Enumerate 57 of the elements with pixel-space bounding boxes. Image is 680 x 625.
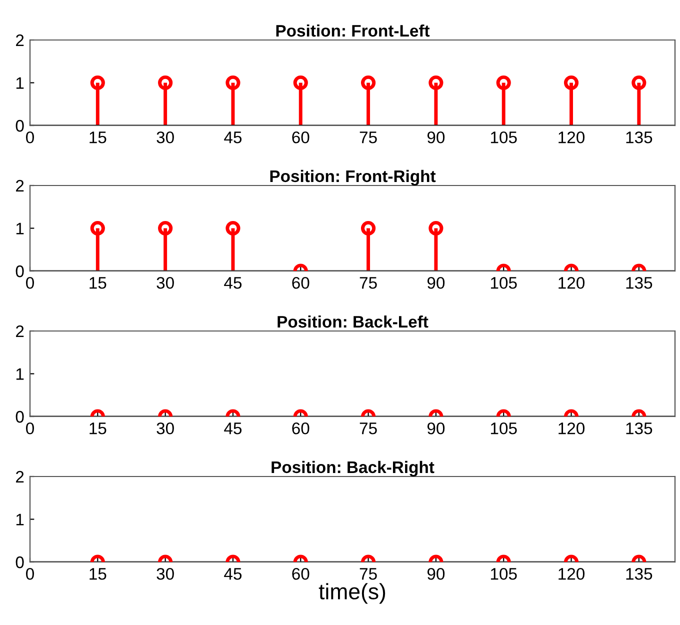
- x-tick-label: 45: [224, 132, 242, 144]
- y-tick-label: 1: [16, 514, 24, 526]
- x-tick-label: 0: [26, 568, 34, 580]
- x-tick-label: 120: [558, 131, 585, 144]
- x-tick-label: 135: [626, 276, 652, 289]
- y-tick-label: 1: [16, 77, 24, 89]
- x-tick-label: 120: [558, 422, 585, 434]
- x-tick-label: 60: [292, 276, 310, 289]
- x-tick-label: 105: [490, 568, 517, 580]
- x-tick-label: 30: [156, 568, 174, 580]
- x-tick-label: 60: [292, 422, 310, 434]
- x-tick-label: 90: [427, 422, 445, 434]
- x-tick-label: 90: [427, 568, 445, 580]
- x-tick-label: 75: [360, 132, 377, 144]
- y-tick-label: 0: [16, 265, 24, 278]
- x-tick-label: 105: [490, 276, 517, 289]
- y-tick-label: 1: [16, 368, 24, 380]
- chart-title: Position: Front-Left: [276, 24, 430, 37]
- x-tick-label: 0: [26, 276, 34, 289]
- x-tick-label: 135: [626, 568, 652, 580]
- x-tick-label: 120: [558, 276, 585, 289]
- y-tick-label: 2: [16, 180, 24, 192]
- x-tick-label: 60: [292, 131, 310, 144]
- x-tick-label: 120: [558, 568, 585, 580]
- y-tick-label: 0: [16, 120, 24, 132]
- chart-title: Position: Front-Right: [270, 170, 436, 186]
- x-tick-label: 90: [427, 276, 445, 289]
- x-tick-label: 30: [156, 422, 174, 434]
- x-tick-label: 105: [490, 131, 517, 144]
- y-tick-label: 1: [16, 222, 24, 234]
- x-tick-label: 135: [626, 422, 652, 434]
- x-tick-label: 15: [90, 132, 106, 144]
- x-tick-label: 0: [26, 422, 34, 434]
- x-tick-label: 15: [90, 277, 106, 289]
- x-tick-label: 45: [224, 568, 242, 580]
- x-tick-label: 75: [360, 568, 377, 580]
- x-tick-label: 45: [224, 422, 242, 434]
- x-tick-label: 15: [90, 568, 106, 580]
- x-tick-label: 75: [360, 277, 377, 289]
- y-tick-label: 2: [16, 470, 24, 483]
- y-tick-label: 2: [16, 34, 24, 46]
- x-tick-label: 45: [224, 277, 242, 289]
- y-tick-label: 0: [16, 556, 24, 568]
- x-tick-label: 135: [626, 131, 652, 144]
- x-tick-label: 0: [26, 131, 34, 144]
- y-tick-label: 0: [16, 410, 24, 423]
- x-tick-label: 75: [360, 422, 377, 434]
- x-axis-title: time(s): [318, 583, 386, 604]
- x-tick-label: 30: [156, 131, 174, 144]
- chart-title: Position: Back-Left: [278, 315, 428, 328]
- x-tick-label: 60: [292, 568, 310, 580]
- x-tick-label: 105: [490, 422, 517, 434]
- x-tick-label: 90: [427, 131, 445, 144]
- chart-title: Position: Back-Right: [272, 460, 434, 476]
- x-tick-label: 30: [156, 276, 174, 289]
- x-tick-label: 15: [90, 422, 106, 434]
- y-tick-label: 2: [16, 325, 24, 338]
